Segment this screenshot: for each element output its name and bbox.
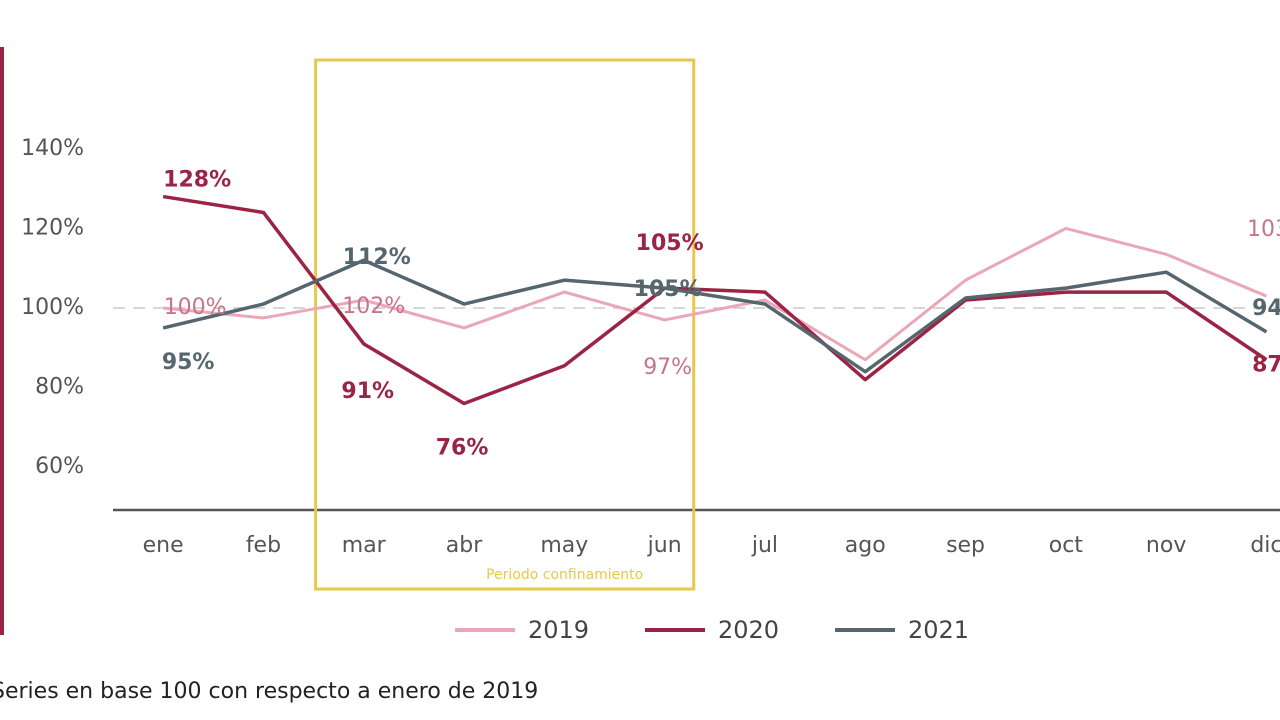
x-tick-label: sep (946, 533, 985, 558)
x-tick-label: jul (751, 533, 778, 558)
data-label: 105% (634, 277, 702, 302)
legend-label: 2019 (528, 616, 589, 644)
x-tick-label: ene (143, 533, 184, 558)
y-tick-label: 100% (21, 295, 84, 320)
x-tick-label: mar (342, 533, 387, 558)
data-label: 102% (342, 294, 405, 319)
series-line (162, 194, 1268, 406)
y-tick-label: 60% (35, 454, 84, 479)
legend-label: 2021 (908, 616, 969, 644)
y-tick-label: 140% (21, 136, 84, 161)
data-label: 97% (643, 355, 692, 380)
y-tick-label: 120% (21, 215, 84, 240)
x-tick-label: jun (647, 533, 682, 558)
data-label: 128% (163, 168, 231, 193)
x-tick-label: dic (1250, 533, 1280, 558)
side-bar (0, 47, 4, 635)
x-tick-label: abr (446, 533, 483, 558)
x-tick-label: oct (1049, 533, 1084, 558)
y-tick-label: 80% (35, 375, 84, 400)
data-label: 95% (162, 350, 215, 375)
x-tick-label: nov (1146, 533, 1186, 558)
data-label: 87% (1252, 353, 1280, 378)
data-label: 76% (436, 436, 489, 461)
data-label: 103% (1247, 217, 1280, 242)
data-label: 105% (636, 231, 704, 256)
note: Series en base 100 con respecto a enero … (0, 679, 538, 704)
data-label: 112% (343, 245, 411, 270)
series-line (162, 258, 1268, 374)
series-line (163, 226, 1268, 362)
x-tick-label: feb (246, 533, 281, 558)
highlight-label: Periodo confinamiento (486, 567, 643, 583)
data-label: 94% (1252, 296, 1280, 321)
data-label: 100% (164, 295, 227, 320)
highlight-box (314, 58, 696, 591)
x-tick-label: ago (845, 533, 886, 558)
data-label: 91% (341, 379, 394, 404)
x-tick-label: may (540, 533, 588, 558)
legend-label: 2020 (718, 616, 779, 644)
